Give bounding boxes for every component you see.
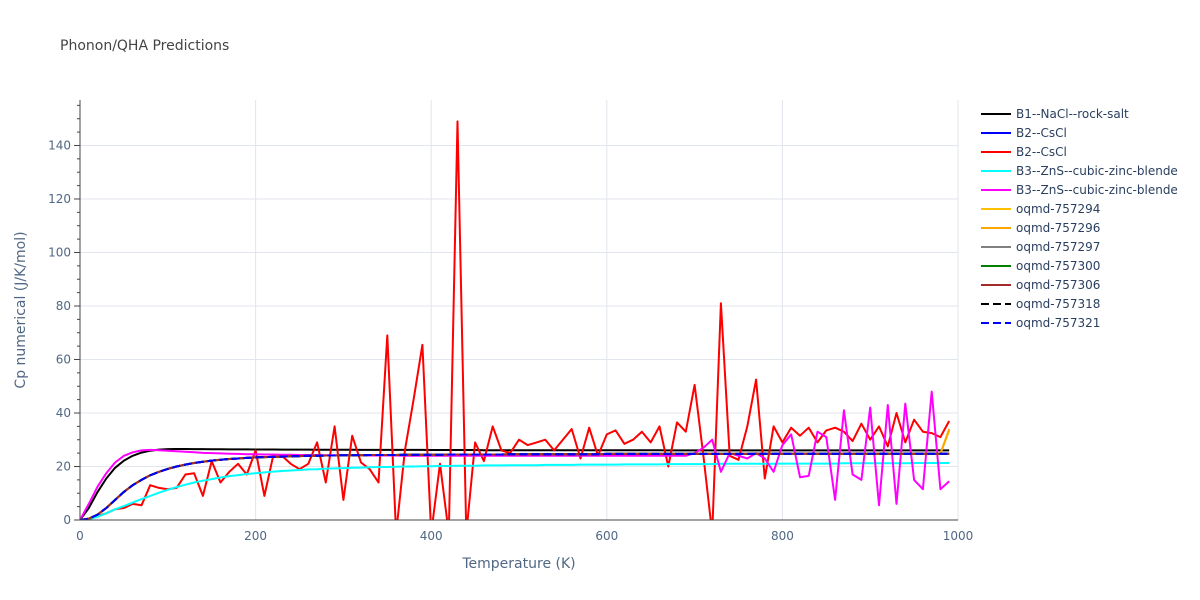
y-tick-label: 20 — [56, 459, 71, 473]
legend-item[interactable]: oqmd-757300 — [981, 259, 1100, 273]
legend-item[interactable]: oqmd-757306 — [981, 278, 1100, 292]
legend[interactable]: B1--NaCl--rock-salt B2--CsCl B2--CsCl B3--Z… — [981, 107, 1178, 330]
x-tick-label: 600 — [595, 529, 618, 543]
legend-label: oqmd-757296 — [1016, 221, 1100, 235]
series-line-7 — [80, 428, 951, 520]
legend-item[interactable]: B1--NaCl--rock-salt — [981, 107, 1129, 121]
x-tick-label: 1000 — [943, 529, 974, 543]
x-axis-title: Temperature (K) — [461, 556, 575, 572]
x-tick-label: 400 — [420, 529, 443, 543]
y-tick-label: 80 — [56, 299, 71, 313]
legend-label: oqmd-757318 — [1016, 297, 1100, 311]
x-tick-label: 800 — [771, 529, 794, 543]
legend-label: B2--CsCl — [1016, 145, 1067, 159]
y-tick-label: 60 — [56, 352, 71, 366]
legend-label: oqmd-757306 — [1016, 278, 1100, 292]
y-tick-label: 140 — [48, 138, 71, 152]
legend-item[interactable]: B2--CsCl — [981, 145, 1067, 159]
legend-item[interactable]: oqmd-757297 — [981, 240, 1100, 254]
grid — [80, 100, 959, 520]
legend-item[interactable]: B2--CsCl — [981, 126, 1067, 140]
series-line-5 — [80, 390, 950, 520]
legend-label: B1--NaCl--rock-salt — [1016, 107, 1129, 121]
legend-label: B2--CsCl — [1016, 126, 1067, 140]
legend-item[interactable]: oqmd-757318 — [981, 297, 1100, 311]
y-tick-label: 100 — [48, 245, 71, 259]
chart-title: Phonon/QHA Predictions — [60, 38, 229, 54]
series-line-12 — [80, 452, 950, 520]
x-tick-label: 0 — [76, 529, 84, 543]
legend-item[interactable]: B3--ZnS--cubic-zinc-blende — [981, 164, 1178, 178]
y-tick-label: 40 — [56, 406, 71, 420]
legend-label: oqmd-757294 — [1016, 202, 1100, 216]
legend-item[interactable]: oqmd-757296 — [981, 221, 1100, 235]
y-axis-title: Cp numerical (J/K/mol) — [13, 231, 29, 388]
legend-item[interactable]: oqmd-757294 — [981, 202, 1100, 216]
series-line-4 — [80, 462, 950, 520]
legend-item[interactable]: B3--ZnS--cubic-zinc-blende — [981, 183, 1178, 197]
series-line-6 — [80, 430, 951, 520]
legend-label: B3--ZnS--cubic-zinc-blende — [1016, 164, 1178, 178]
series-lines — [80, 120, 951, 520]
series-line-3 — [80, 120, 951, 520]
legend-label: oqmd-757321 — [1016, 316, 1100, 330]
y-tick-label: 0 — [63, 513, 71, 527]
legend-item[interactable]: oqmd-757321 — [981, 316, 1100, 330]
axes: 0 200 400 600 800 1000 0 20 40 60 80 100 120 140 — [48, 100, 973, 543]
legend-label: B3--ZnS--cubic-zinc-blende — [1016, 183, 1178, 197]
x-tick-label: 200 — [244, 529, 267, 543]
y-tick-label: 120 — [48, 192, 71, 206]
legend-label: oqmd-757297 — [1016, 240, 1100, 254]
legend-label: oqmd-757300 — [1016, 259, 1100, 273]
series-line-1 — [80, 448, 950, 520]
